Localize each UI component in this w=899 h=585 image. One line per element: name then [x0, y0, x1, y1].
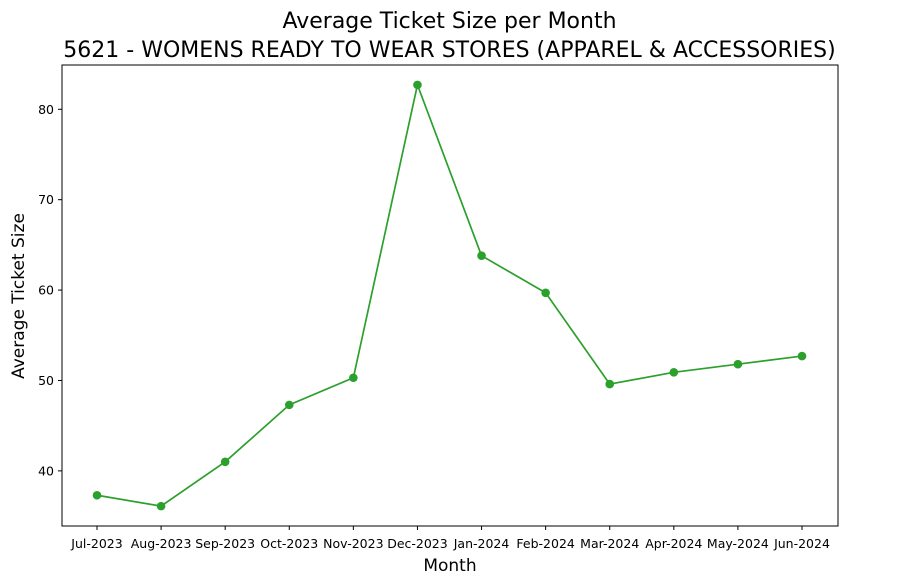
data-point [477, 251, 486, 261]
x-tick-label: Nov-2023 [323, 536, 383, 551]
data-point [156, 501, 166, 511]
x-tick-label: Jun-2024 [773, 536, 830, 551]
data-point [413, 80, 422, 90]
chart-title: Average Ticket Size per Month [282, 9, 616, 34]
x-tick-label: Oct-2023 [260, 536, 318, 551]
y-tick-label: 80 [38, 102, 54, 117]
data-point [284, 400, 294, 410]
series-layer [92, 80, 807, 511]
series-line [96, 81, 803, 508]
x-axis-label: Month [423, 556, 476, 576]
y-axis: 40 50 60 70 80 [38, 102, 62, 478]
y-tick-label: 60 [38, 283, 54, 298]
data-point [605, 379, 615, 389]
y-tick-label: 70 [38, 192, 54, 207]
y-tick-label: 50 [38, 373, 54, 388]
x-tick-label: Sep-2023 [195, 536, 255, 551]
x-tick-label: Apr-2024 [645, 536, 702, 551]
data-point [220, 457, 230, 467]
x-tick-label: Aug-2023 [131, 536, 192, 551]
x-tick-label: Jul-2023 [70, 536, 122, 551]
y-tick-label: 40 [38, 463, 54, 478]
x-tick-label: Dec-2023 [387, 536, 448, 551]
x-tick-label: Mar-2024 [580, 536, 639, 551]
x-axis: Jul-2023 Aug-2023 Sep-2023 Oct-2023 Nov-2023… [70, 526, 830, 551]
x-tick-label: Feb-2024 [516, 536, 575, 551]
x-tick-label: Jan-2024 [453, 536, 510, 551]
y-axis-label: Average Ticket Size [9, 213, 29, 379]
data-point [733, 359, 743, 369]
plot-area [61, 64, 839, 527]
chart-subtitle: 5621 - WOMENS READY TO WEAR STORES (APPA… [63, 38, 835, 63]
data-point [669, 368, 679, 377]
data-point [349, 373, 358, 383]
x-tick-label: May-2024 [707, 536, 769, 551]
data-point [541, 288, 550, 298]
data-point [797, 351, 807, 361]
data-point [92, 490, 102, 500]
